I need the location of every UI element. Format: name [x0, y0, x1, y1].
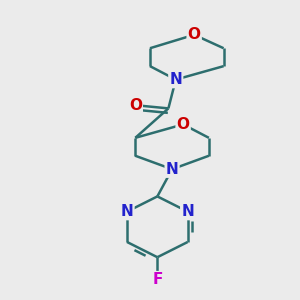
Text: O: O	[177, 117, 190, 132]
Text: N: N	[121, 204, 134, 219]
Text: N: N	[169, 72, 182, 87]
Text: O: O	[188, 27, 201, 42]
Text: N: N	[181, 204, 194, 219]
Text: N: N	[166, 162, 178, 177]
Text: F: F	[152, 272, 163, 287]
Text: O: O	[129, 98, 142, 113]
